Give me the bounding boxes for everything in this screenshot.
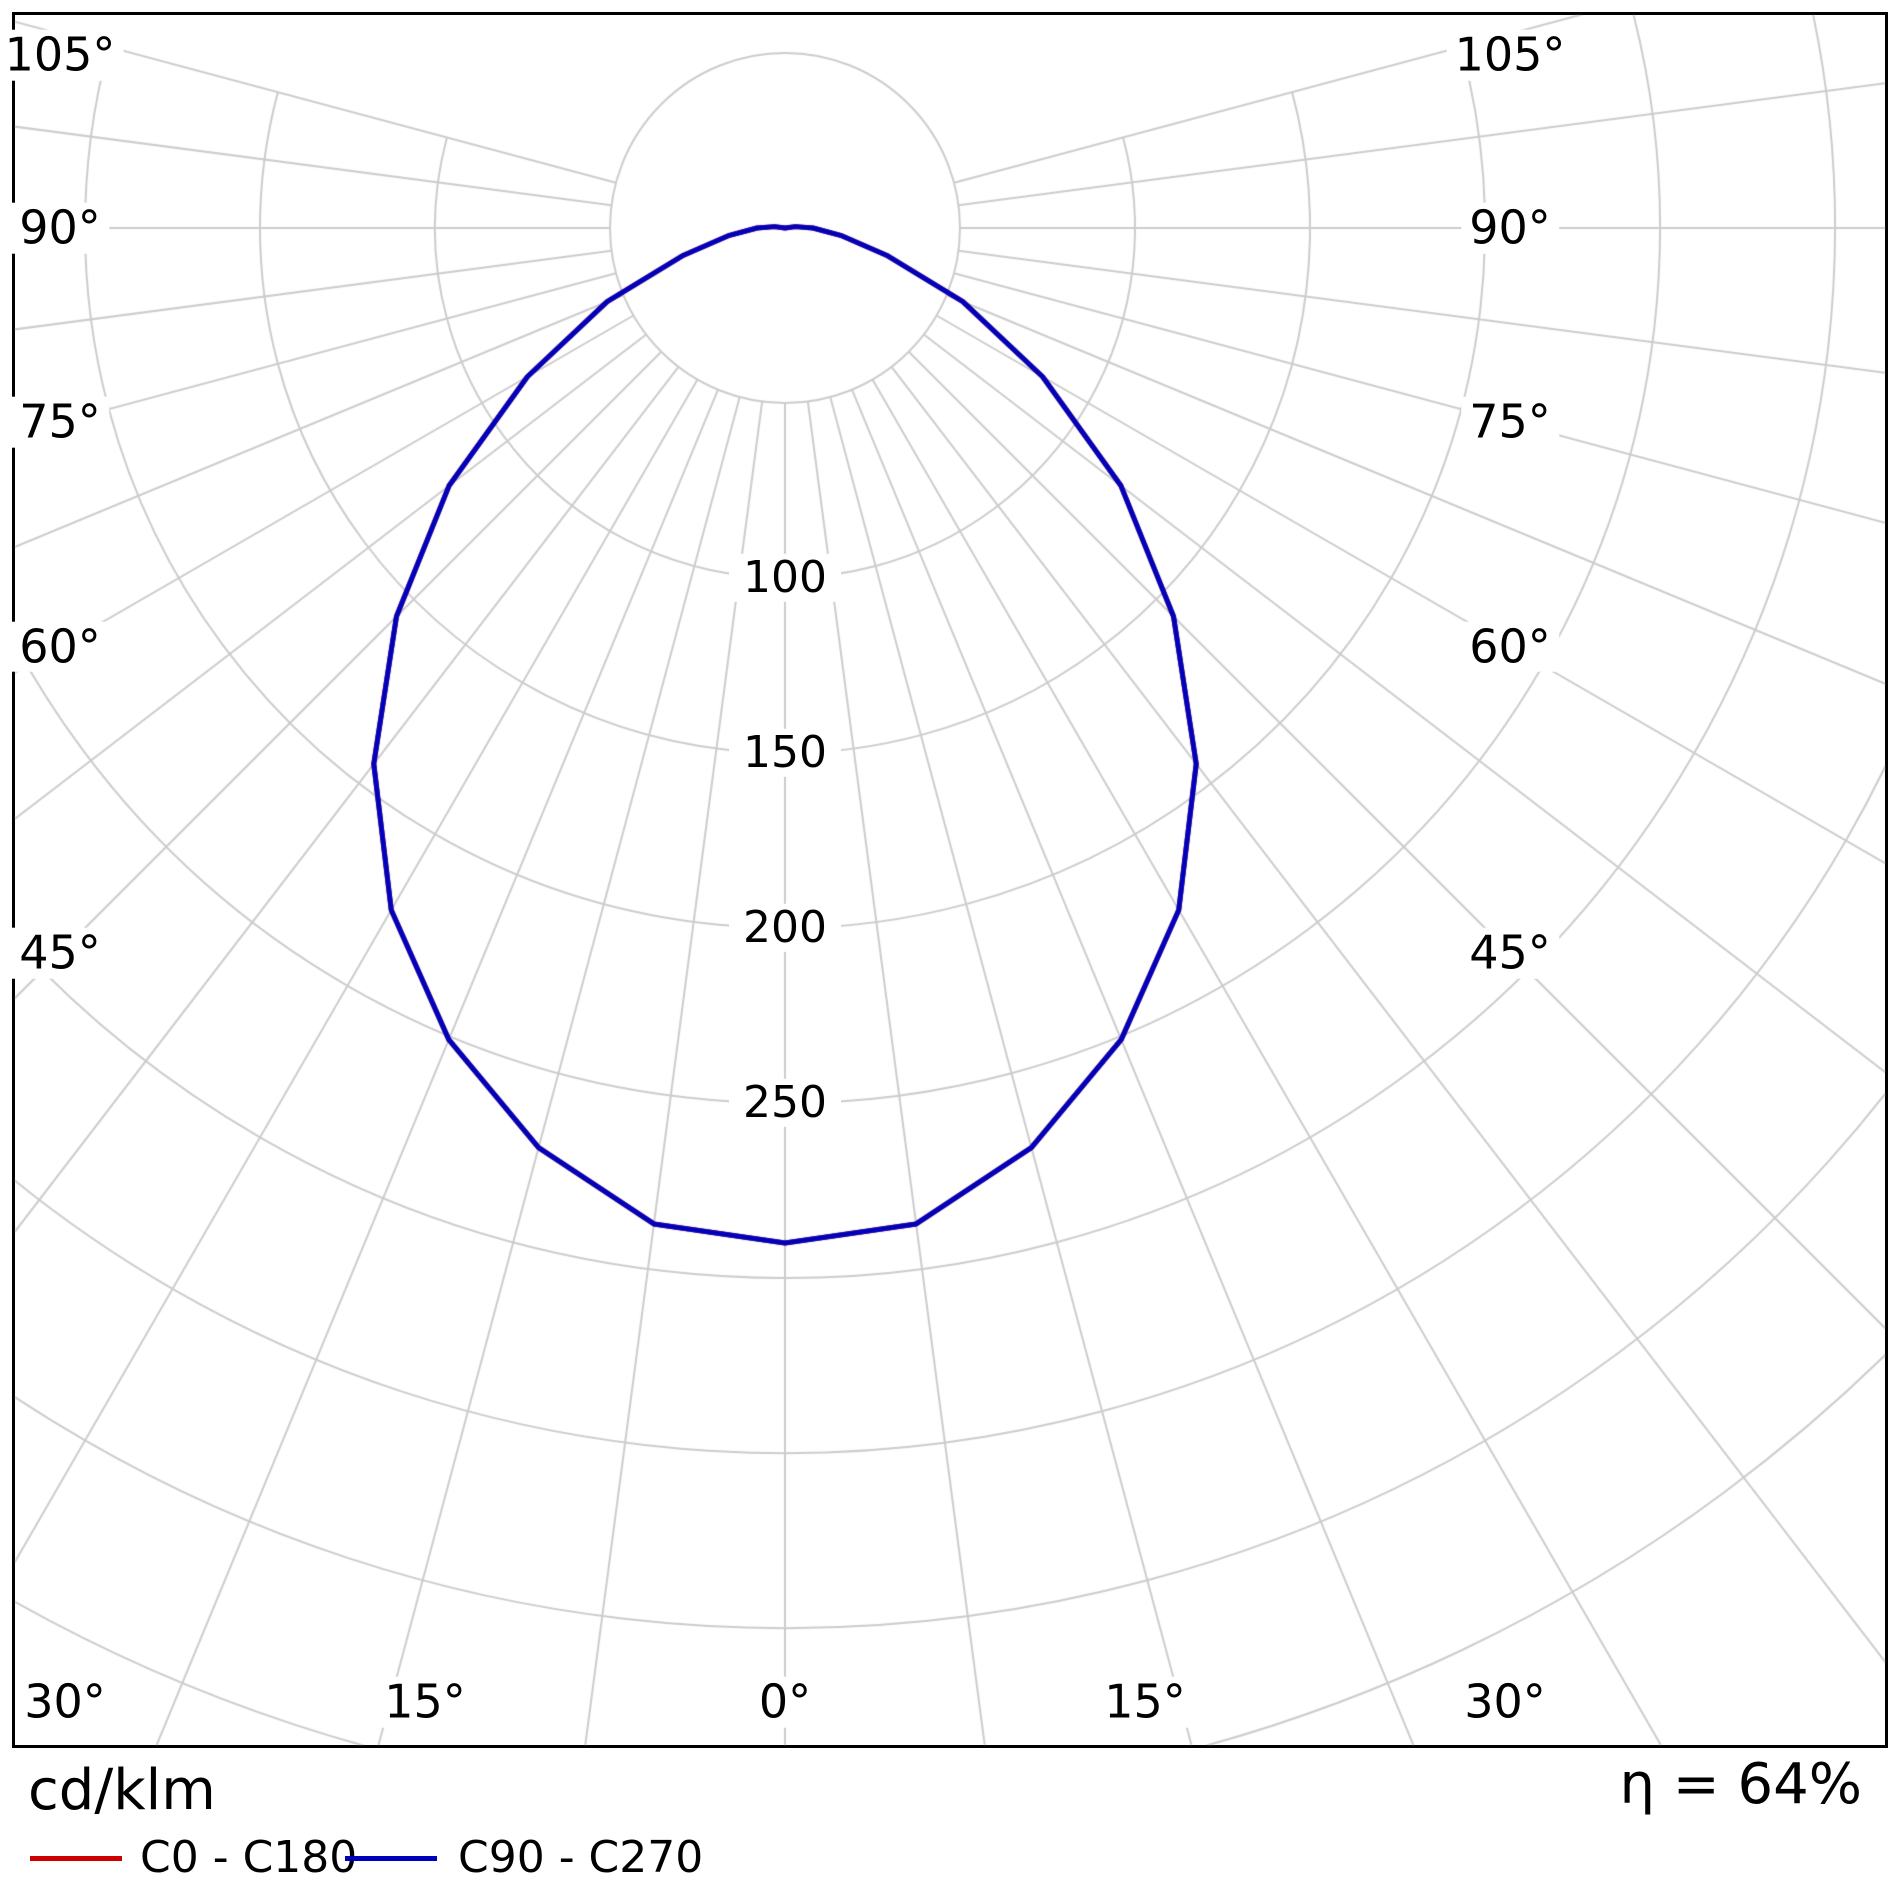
legend-label-c0: C0 - C180	[140, 1832, 358, 1883]
efficiency-label: η = 64%	[1619, 1752, 1862, 1817]
legend-line-c90-icon	[345, 1856, 437, 1861]
unit-label: cd/klm	[28, 1758, 216, 1823]
legend-label-c90: C90 - C270	[458, 1832, 704, 1883]
legend-line-c0-icon	[30, 1856, 122, 1861]
